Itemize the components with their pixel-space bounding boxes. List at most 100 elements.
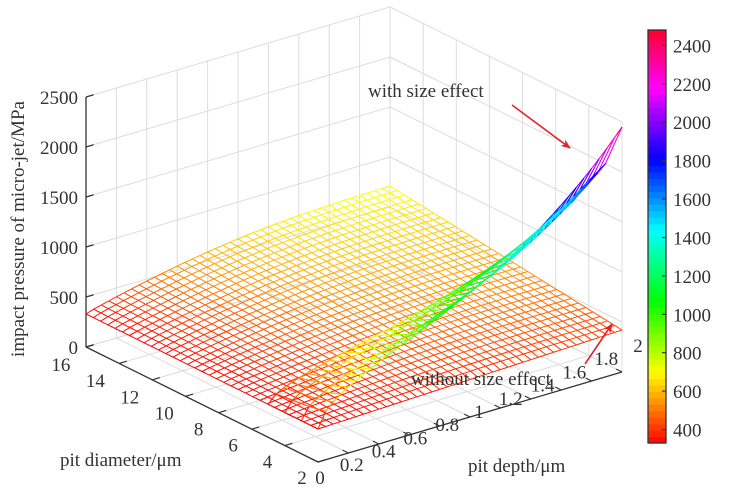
mesh-line bbox=[289, 239, 298, 245]
mesh-line bbox=[315, 318, 324, 323]
mesh-line bbox=[129, 323, 138, 328]
mesh-line bbox=[368, 312, 377, 317]
mesh-line bbox=[283, 369, 292, 375]
mesh-line bbox=[278, 329, 286, 335]
mesh-line bbox=[534, 282, 543, 288]
mesh-line bbox=[472, 321, 481, 327]
mesh-line bbox=[267, 389, 276, 395]
mesh-line bbox=[510, 309, 519, 315]
mesh-line bbox=[279, 297, 288, 302]
mesh-line bbox=[368, 305, 377, 310]
mesh-line bbox=[231, 367, 240, 373]
mesh-line bbox=[431, 388, 440, 393]
mesh-line bbox=[497, 277, 506, 281]
mesh-line bbox=[321, 207, 330, 213]
mesh-line bbox=[480, 311, 489, 318]
colorbar-segment bbox=[648, 242, 666, 251]
mesh-line bbox=[196, 319, 205, 324]
mesh-line bbox=[531, 329, 540, 336]
mesh-line bbox=[475, 266, 484, 272]
mesh-line bbox=[210, 334, 219, 340]
mesh-line bbox=[175, 284, 184, 290]
mesh-line bbox=[259, 396, 268, 401]
mesh-line bbox=[256, 321, 265, 326]
mesh-line bbox=[310, 266, 319, 272]
mesh-line bbox=[331, 300, 340, 307]
mesh-line bbox=[362, 275, 371, 281]
mesh-line bbox=[403, 362, 412, 367]
mesh-line bbox=[442, 324, 451, 330]
colorbar-segment bbox=[648, 346, 666, 354]
mesh-line bbox=[166, 330, 175, 335]
mesh-line bbox=[379, 394, 388, 400]
mesh-line bbox=[374, 331, 383, 337]
annotation-arrow-without-size-effect bbox=[584, 323, 613, 365]
mesh-line bbox=[214, 259, 223, 265]
mesh-line bbox=[326, 413, 334, 418]
mesh-line bbox=[407, 281, 416, 287]
mesh-line bbox=[376, 288, 385, 293]
mesh-line bbox=[349, 391, 358, 397]
mesh-line bbox=[415, 262, 424, 266]
mesh-line bbox=[358, 213, 367, 217]
mesh-line bbox=[313, 364, 322, 370]
mesh-line bbox=[327, 223, 336, 227]
mesh-line bbox=[409, 237, 418, 241]
mesh-line bbox=[198, 289, 207, 294]
mesh-line bbox=[429, 291, 438, 296]
mesh-line bbox=[225, 335, 234, 340]
mesh-line bbox=[416, 237, 425, 243]
mesh-line bbox=[460, 257, 469, 263]
mesh-line bbox=[327, 386, 336, 392]
mesh-line bbox=[387, 237, 395, 242]
mesh-line bbox=[324, 286, 333, 291]
mesh-line bbox=[403, 212, 412, 216]
colorbar-segment bbox=[648, 255, 666, 263]
mesh-line bbox=[479, 323, 488, 327]
mesh-line bbox=[416, 241, 425, 246]
mesh-line bbox=[288, 275, 296, 281]
mesh-line bbox=[472, 328, 480, 334]
mesh-line bbox=[331, 305, 340, 310]
mesh-line bbox=[115, 319, 123, 325]
mesh-line bbox=[431, 246, 440, 252]
mesh-line bbox=[426, 350, 435, 356]
mesh-line bbox=[335, 216, 344, 222]
mesh-line bbox=[159, 319, 168, 324]
mesh-line bbox=[318, 268, 327, 272]
mesh-line bbox=[263, 325, 272, 330]
mesh-line bbox=[456, 344, 465, 348]
mesh-line bbox=[580, 172, 599, 189]
mesh-line bbox=[395, 367, 404, 374]
mesh-line bbox=[424, 239, 433, 243]
mesh-line bbox=[570, 309, 579, 313]
mesh-line bbox=[460, 264, 469, 270]
mesh-line bbox=[458, 309, 467, 314]
mesh-line bbox=[342, 227, 351, 233]
mesh-line bbox=[145, 307, 154, 313]
mesh-line bbox=[365, 371, 374, 378]
mesh-line bbox=[190, 292, 199, 298]
mesh-line bbox=[251, 265, 260, 270]
mesh-line bbox=[402, 235, 410, 241]
mesh-line bbox=[189, 319, 198, 324]
mesh-line bbox=[433, 354, 442, 361]
mesh-line bbox=[195, 341, 204, 347]
mesh-line bbox=[224, 349, 233, 355]
mesh-line bbox=[397, 322, 406, 327]
colorbar-segment bbox=[648, 146, 666, 154]
mesh-line bbox=[275, 386, 284, 392]
mesh-line bbox=[334, 387, 343, 392]
mesh-line bbox=[286, 316, 295, 321]
mesh-line bbox=[188, 330, 197, 336]
mesh-line bbox=[419, 338, 428, 345]
mesh-line bbox=[604, 126, 623, 165]
mesh-line bbox=[301, 420, 319, 430]
mesh-line bbox=[534, 286, 543, 290]
mesh-line bbox=[378, 355, 387, 363]
colorbar-segment bbox=[648, 94, 666, 102]
mesh-line bbox=[381, 194, 390, 201]
mesh-line bbox=[255, 343, 263, 348]
mesh-line bbox=[504, 275, 513, 279]
mesh-line bbox=[524, 329, 533, 334]
